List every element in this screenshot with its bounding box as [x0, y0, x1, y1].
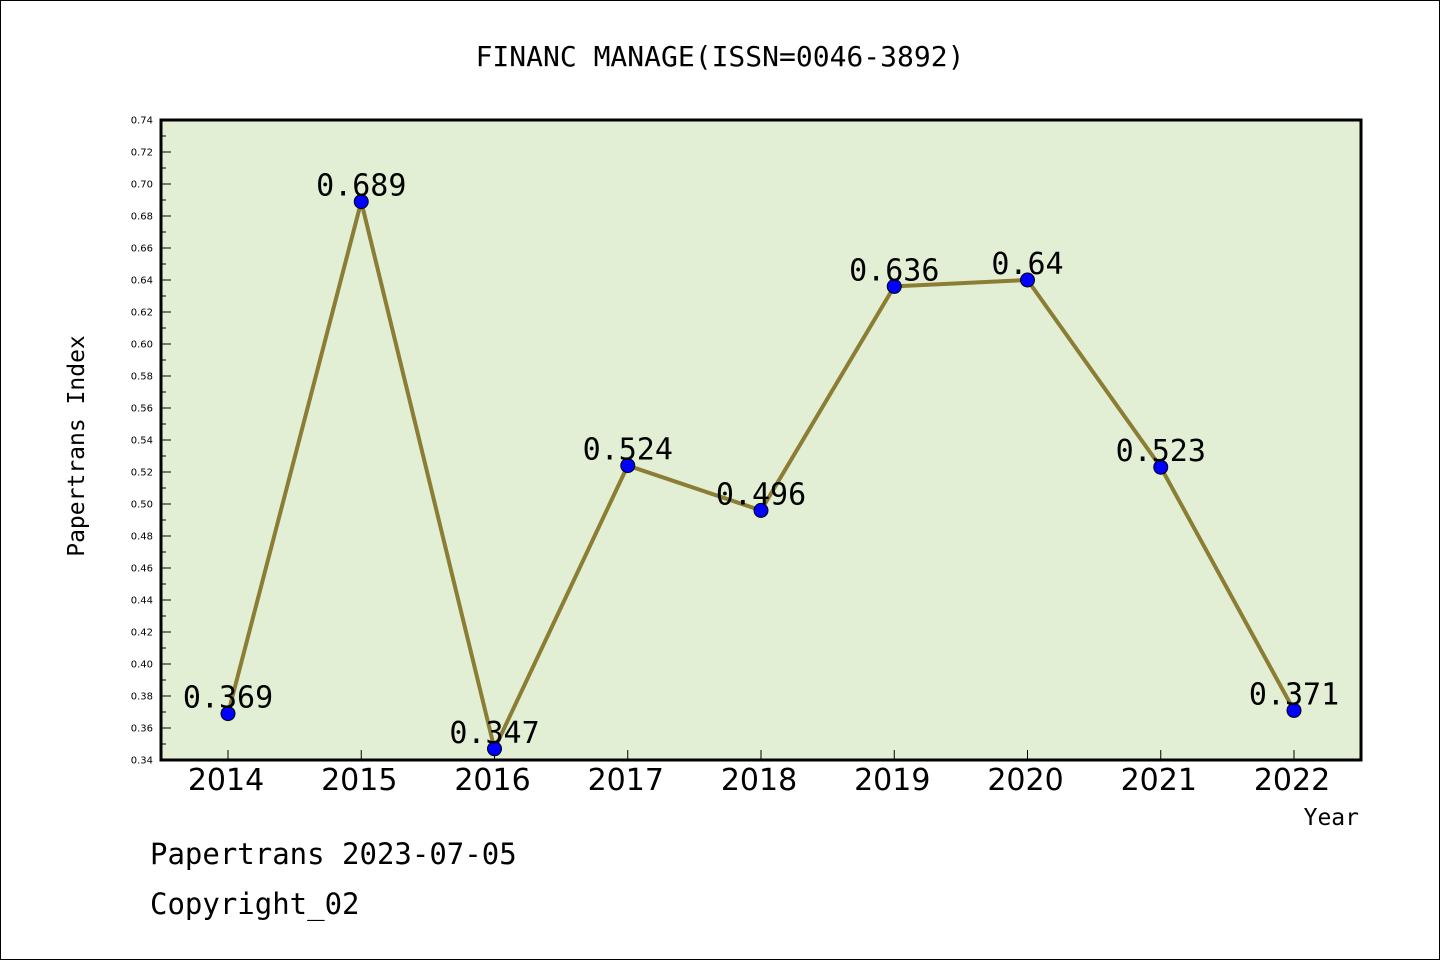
y-tick-label: 0.72 [131, 148, 153, 159]
y-tick-label: 0.36 [131, 724, 153, 735]
y-tick-label: 0.46 [131, 564, 153, 575]
y-axis: 0.34 0.36 0.38 0.40 0.42 0.44 0.46 0.48 0.50 0.52… [131, 116, 171, 767]
data-label: 0.371 [1249, 677, 1339, 712]
y-tick-label: 0.50 [131, 500, 153, 511]
data-labels: 0.369 0.689 0.347 0.524 0.496 0.636 0.64 0.523 0… [183, 169, 1339, 751]
data-point [487, 741, 502, 757]
data-point [220, 706, 236, 722]
chart-title: FINANC MANAGE(ISSN=0046-3892) [476, 40, 965, 73]
x-tick-label: 2017 [588, 763, 664, 798]
y-tick-label: 0.52 [131, 468, 153, 479]
x-tick-label: 2021 [1121, 763, 1197, 798]
y-tick-label: 0.74 [131, 116, 153, 127]
data-point [1153, 459, 1169, 475]
x-axis: 2014 2015 2016 2017 2018 2019 2020 2021 2022 [188, 750, 1330, 798]
data-point [1286, 702, 1302, 718]
y-tick-label: 0.68 [131, 212, 153, 223]
y-tick-label: 0.66 [131, 244, 153, 255]
y-tick-label: 0.34 [131, 756, 153, 767]
data-label: 0.347 [449, 716, 539, 751]
x-tick-label: 2018 [721, 763, 797, 798]
y-tick-label: 0.42 [131, 628, 153, 639]
x-tick-label: 2019 [854, 763, 930, 798]
y-axis-label: Papertrans Index [64, 335, 90, 557]
data-point [353, 194, 369, 210]
y-tick-label: 0.64 [131, 276, 153, 287]
footer-date: Papertrans 2023-07-05 [150, 837, 517, 871]
plot-area [159, 118, 1363, 762]
footer-copyright: Copyright_02 [150, 887, 360, 922]
x-tick-label: 2016 [454, 763, 530, 798]
y-tick-label: 0.44 [131, 596, 153, 607]
data-label: 0.496 [716, 477, 806, 512]
x-axis-label: Year [1304, 805, 1359, 831]
y-tick-label: 0.40 [131, 660, 153, 671]
data-point [753, 502, 769, 518]
y-tick-label: 0.48 [131, 532, 153, 543]
x-tick-label: 2020 [987, 763, 1063, 798]
y-tick-label: 0.60 [131, 340, 153, 351]
y-tick-label: 0.62 [131, 308, 153, 319]
y-tick-label: 0.56 [131, 404, 153, 415]
series-markers [220, 194, 1302, 757]
data-label: 0.689 [316, 169, 406, 204]
data-label: 0.523 [1116, 434, 1206, 469]
y-tick-label: 0.54 [131, 436, 153, 447]
data-label: 0.369 [183, 681, 273, 716]
x-tick-label: 2022 [1254, 763, 1330, 798]
y-tick-label: 0.70 [131, 180, 153, 191]
x-tick-label: 2015 [321, 763, 397, 798]
data-label: 0.64 [991, 247, 1063, 282]
data-point [1020, 272, 1035, 288]
data-label: 0.636 [849, 253, 939, 288]
data-point [620, 458, 636, 474]
data-label: 0.524 [583, 433, 673, 468]
x-tick-label: 2014 [188, 763, 264, 798]
y-tick-label: 0.58 [131, 372, 153, 383]
data-point [886, 278, 902, 294]
y-tick-label: 0.38 [131, 692, 153, 703]
